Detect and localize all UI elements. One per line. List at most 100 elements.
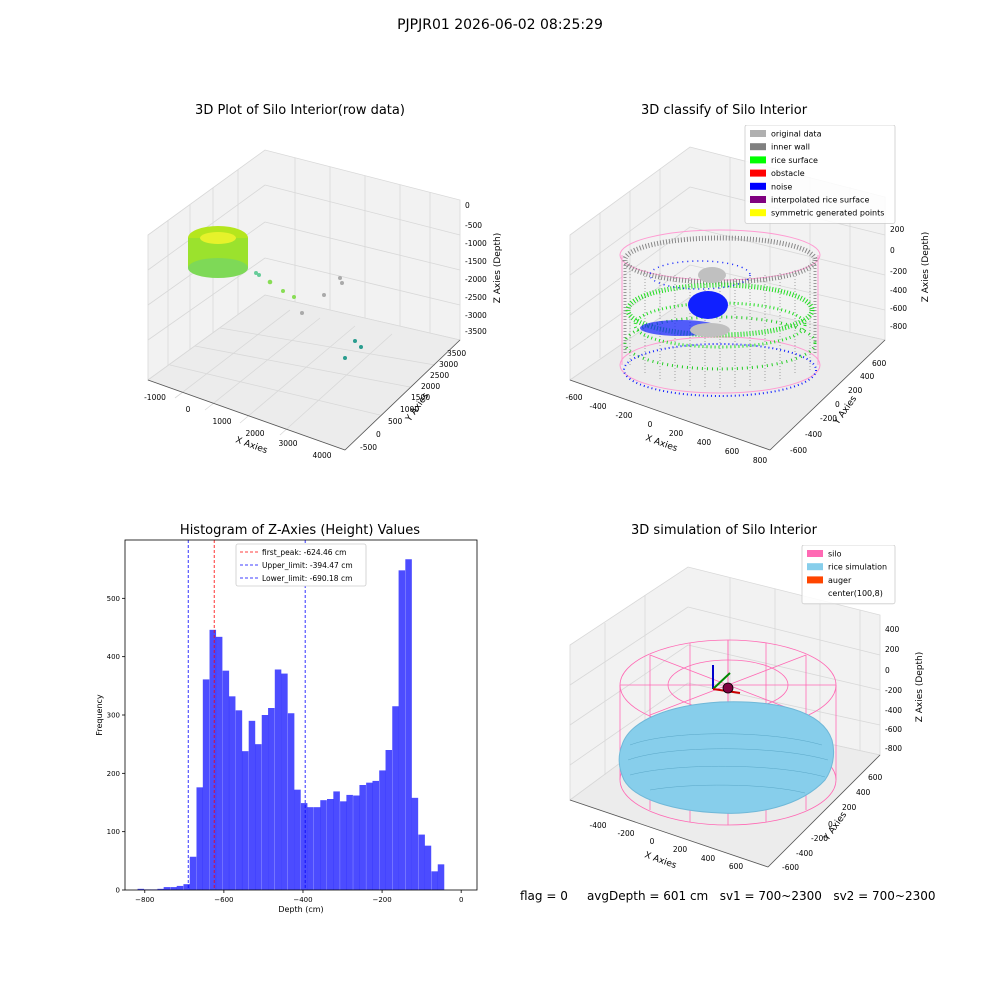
histogram-chart: −800 −600 −400 −200 0 0 100 200 300 400 500 Depth… [95,539,478,914]
raw-point [322,293,326,297]
legend-box [801,545,896,605]
legend-swatch [750,130,766,137]
raw-z-tick: -3000 [465,311,487,320]
histogram-legend-box [235,543,367,587]
classify-original-points [690,267,730,337]
legend-swatch [807,550,823,557]
simulation-z-label: Z Axies (Depth) [915,652,925,723]
legend-label: silo [828,550,842,559]
simulation-x-tick: 400 [701,854,716,863]
histogram-y-tick: 400 [107,653,120,661]
legend-label: interpolated rice surface [771,196,869,205]
classify-legend: original data inner wall rice surface obsta… [744,125,896,224]
raw-x-label: X Axies [234,435,269,456]
classify-x-tick: -400 [589,402,606,411]
histogram-bar [261,715,269,890]
histogram-bar [274,669,282,890]
legend-swatch [750,196,766,203]
simulation-plot-title: 3D simulation of Silo Interior [631,523,817,538]
simulation-y-tick: 0 [828,820,833,829]
simulation-3d-plot: -400 -200 0 200 400 600 X Axies -600 -40… [569,545,925,872]
simulation-z-tick: -800 [885,744,902,753]
raw-z-tick: -2500 [465,293,487,302]
histogram-legend: first_peak: -624.46 cm Upper_limit: -394.… [235,543,367,587]
classify-x-ticks: -600 -400 -200 0 200 400 600 800 [565,393,767,465]
histogram-bar [379,770,386,890]
simulation-y-ticks: -600 -400 -200 0 200 400 600 [782,773,883,872]
simulation-x-tick: 600 [729,862,744,871]
histogram-vlines [187,540,306,890]
legend-label: noise [771,182,792,191]
figure-title: PJPJR01 2026-06-02 08:25:29 [397,17,603,33]
histogram-bar [411,797,419,890]
raw-y-tick: 2000 [421,382,440,391]
histogram-bar [235,710,243,890]
classify-x-tick: -200 [615,411,632,420]
raw-plot-title: 3D Plot of Silo Interior(row data) [195,103,405,118]
classify-z-ticks: 200 0 -200 -400 -600 -800 [890,225,907,331]
raw-y-tick: 2500 [430,371,449,380]
histogram-bars [137,559,445,890]
classify-z-tick: 200 [890,225,905,234]
raw-y-tick: 3000 [439,360,458,369]
raw-point [281,289,285,293]
histogram-bar [294,789,301,890]
raw-z-tick: -3500 [465,327,487,336]
histogram-bar [209,629,217,890]
simulation-z-tick: 0 [885,666,890,675]
simulation-z-tick: -400 [885,706,902,715]
legend-swatch [807,563,823,571]
simulation-x-tick: -400 [589,821,606,830]
raw-3d-plot: -1000 0 1000 2000 3000 4000 X Axies -500… [144,149,503,460]
classify-y-tick: 0 [835,400,840,409]
histogram-bar [170,887,177,890]
histogram-bar [424,845,432,890]
legend-swatch [750,169,766,177]
simulation-x-tick: 0 [650,837,655,846]
status-line: flag = 0 avgDepth = 601 cm sv1 = 700~230… [520,889,936,903]
histogram-x-label: Depth (cm) [278,905,323,914]
simulation-z-tick: 400 [885,625,900,634]
simulation-y-tick: -400 [796,849,813,858]
raw-point [359,345,363,349]
raw-point-cloud-inner [200,232,236,244]
legend-label: center(100,8) [828,589,883,598]
histogram-x-tick: −800 [135,896,154,904]
histogram-legend-label: Lower_limit: -690.18 cm [262,574,352,583]
raw-axis-lines [147,339,461,451]
histogram-bar [313,807,321,890]
legend-label: symmetric generated points [771,209,884,218]
raw-point [267,279,273,285]
legend-swatch [750,143,766,151]
classify-y-tick: 400 [860,372,875,381]
classify-z-tick: -800 [890,322,907,331]
histogram-bar [372,780,380,890]
histogram-bar [398,570,406,890]
histogram-bar [359,785,366,890]
simulation-x-tick: 200 [673,845,688,854]
raw-point [300,311,304,315]
raw-point [343,356,347,360]
simulation-z-tick: 200 [885,645,900,654]
raw-x-tick: 4000 [312,451,331,460]
histogram-bar [405,559,412,890]
histogram-bar [346,794,353,890]
raw-y-tick: 1500 [411,393,430,402]
raw-y-tick: 1000 [400,405,419,414]
raw-point [353,339,357,343]
histogram-y-label: Frequency [95,694,104,736]
simulation-y-tick: -600 [782,863,799,872]
simulation-z-tick: -200 [885,686,902,695]
simulation-y-tick: 400 [856,788,871,797]
histogram-bar [366,782,373,890]
raw-x-tick: 3000 [278,439,297,448]
raw-z-tick: -1000 [465,239,487,248]
simulation-legend: silo rice simulation auger center(100,8) [801,545,896,605]
raw-y-tick: -500 [360,443,377,452]
histogram-bar [163,887,171,890]
histogram-bar [248,720,256,890]
histogram-legend-label: Upper_limit: -394.47 cm [262,561,353,570]
simulation-z-ticks: 400 200 0 -200 -400 -600 -800 [885,625,902,753]
histogram-x-ticks: −800 −600 −400 −200 0 [135,890,463,904]
histogram-bar [281,673,288,890]
